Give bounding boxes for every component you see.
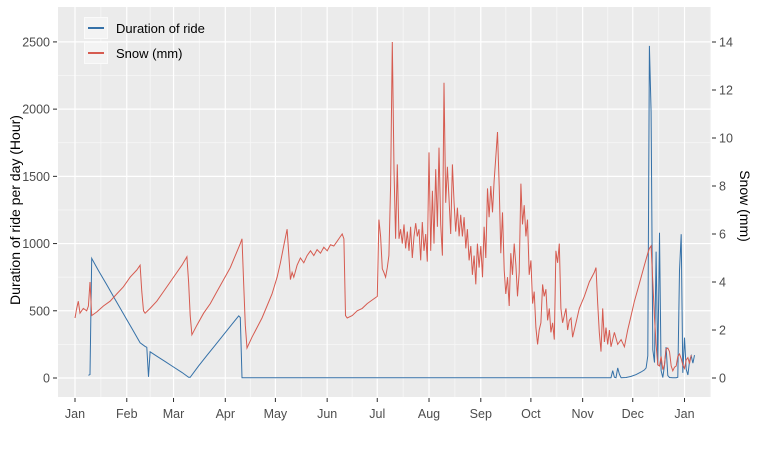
tick-label: 6 bbox=[719, 228, 726, 242]
tick-label: Aug bbox=[418, 407, 440, 421]
series-line-snow bbox=[74, 41, 692, 373]
tick-label: 2000 bbox=[22, 103, 50, 117]
tick-label: 8 bbox=[719, 180, 726, 194]
right-axis-title: Snow (mm) bbox=[737, 170, 753, 242]
tick-label: Nov bbox=[572, 407, 595, 421]
tick-label: 1000 bbox=[22, 237, 50, 251]
legend-label: Duration of ride bbox=[116, 20, 205, 36]
tick-label: 4 bbox=[719, 276, 726, 290]
tick-label: 500 bbox=[29, 304, 50, 318]
legend-label: Snow (mm) bbox=[116, 45, 183, 61]
tick-label: 0 bbox=[43, 372, 50, 386]
legend-entry-duration: Duration of ride bbox=[84, 17, 205, 39]
tick-label: 2500 bbox=[22, 35, 50, 49]
tick-label: Apr bbox=[216, 407, 235, 421]
tick-label: 0 bbox=[719, 372, 726, 386]
tick-label: Dec bbox=[622, 407, 644, 421]
legend-key-box bbox=[84, 17, 108, 39]
tick-label: 1500 bbox=[22, 170, 50, 184]
tick-label: Feb bbox=[116, 407, 138, 421]
tick-label: May bbox=[264, 407, 288, 421]
tick-label: Mar bbox=[163, 407, 185, 421]
chart-legend: Duration of ride Snow (mm) bbox=[84, 17, 205, 64]
tick-label: Jul bbox=[369, 407, 385, 421]
tick-label: 10 bbox=[719, 132, 733, 146]
tick-label: Jan bbox=[65, 407, 85, 421]
legend-key-box bbox=[84, 42, 108, 64]
duration-line-swatch-icon bbox=[88, 27, 104, 29]
legend-entry-snow: Snow (mm) bbox=[84, 42, 205, 64]
tick-label: Jan bbox=[674, 407, 694, 421]
tick-label: 2 bbox=[719, 324, 726, 338]
tick-label: Oct bbox=[521, 407, 541, 421]
tick-label: 14 bbox=[719, 36, 733, 50]
tick-label: Jun bbox=[317, 407, 337, 421]
snow-line-swatch-icon bbox=[88, 52, 104, 54]
tick-label: 12 bbox=[719, 84, 733, 98]
series-line-duration bbox=[88, 45, 695, 379]
tick-label: Sep bbox=[470, 407, 492, 421]
left-axis-title: Duration of ride per day (Hour) bbox=[7, 115, 23, 305]
